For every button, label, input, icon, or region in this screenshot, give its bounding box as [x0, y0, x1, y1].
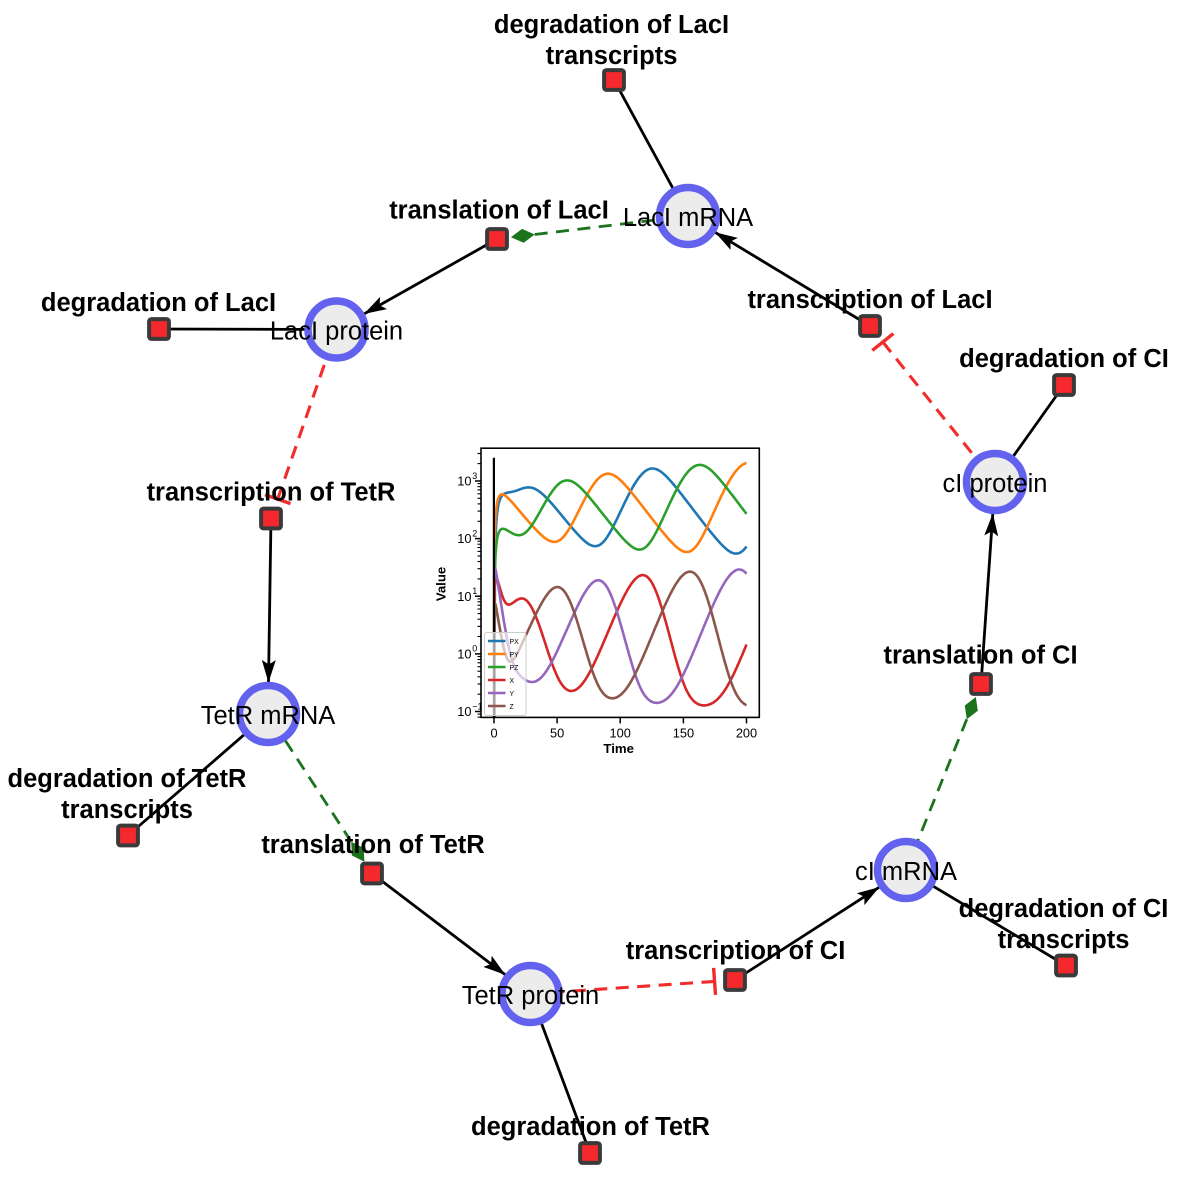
svg-text:PX: PX	[510, 639, 520, 646]
svg-text:Z: Z	[510, 704, 514, 711]
svg-text:transcripts: transcripts	[998, 926, 1130, 954]
svg-text:LacI protein: LacI protein	[270, 318, 403, 346]
svg-text:PZ: PZ	[510, 665, 519, 672]
svg-text:LacI mRNA: LacI mRNA	[623, 204, 753, 232]
svg-text:degradation of CI: degradation of CI	[959, 345, 1169, 373]
svg-text:cI mRNA: cI mRNA	[855, 858, 957, 886]
svg-text:transcription of LacI: transcription of LacI	[747, 286, 992, 314]
svg-text:degradation of LacI: degradation of LacI	[494, 11, 729, 39]
svg-text:degradation of TetR: degradation of TetR	[8, 765, 247, 793]
svg-text:degradation of CI: degradation of CI	[959, 895, 1169, 923]
svg-text:2: 2	[472, 528, 477, 538]
svg-text:Time: Time	[603, 741, 634, 756]
svg-text:50: 50	[550, 725, 564, 740]
svg-text:Value: Value	[434, 567, 449, 601]
svg-text:10: 10	[457, 589, 471, 604]
svg-text:TetR mRNA: TetR mRNA	[201, 702, 336, 730]
svg-text:1: 1	[472, 586, 477, 596]
svg-text:0: 0	[490, 725, 497, 740]
svg-text:10: 10	[457, 704, 471, 719]
svg-text:10: 10	[457, 531, 471, 546]
svg-text:transcription of CI: transcription of CI	[626, 937, 846, 965]
svg-text:transcripts: transcripts	[546, 42, 678, 70]
svg-text:PY: PY	[510, 652, 520, 659]
svg-text:100: 100	[610, 725, 631, 740]
svg-text:translation of LacI: translation of LacI	[389, 197, 609, 225]
svg-text:translation of CI: translation of CI	[883, 642, 1077, 670]
svg-text:transcripts: transcripts	[61, 796, 193, 824]
svg-text:X: X	[510, 678, 515, 685]
svg-text:150: 150	[673, 725, 694, 740]
svg-text:10: 10	[457, 647, 471, 662]
svg-text:3: 3	[472, 471, 477, 481]
svg-text:degradation of LacI: degradation of LacI	[41, 289, 276, 317]
svg-text:10: 10	[457, 474, 471, 489]
svg-text:cI protein: cI protein	[943, 470, 1048, 498]
svg-text:−1: −1	[472, 701, 482, 711]
svg-text:degradation of TetR: degradation of TetR	[471, 1113, 710, 1141]
svg-text:transcription of TetR: transcription of TetR	[147, 479, 396, 507]
svg-text:translation of TetR: translation of TetR	[261, 831, 484, 859]
svg-text:Y: Y	[510, 691, 515, 698]
svg-text:TetR protein: TetR protein	[462, 982, 600, 1010]
svg-text:200: 200	[736, 725, 757, 740]
svg-text:0: 0	[472, 644, 477, 654]
